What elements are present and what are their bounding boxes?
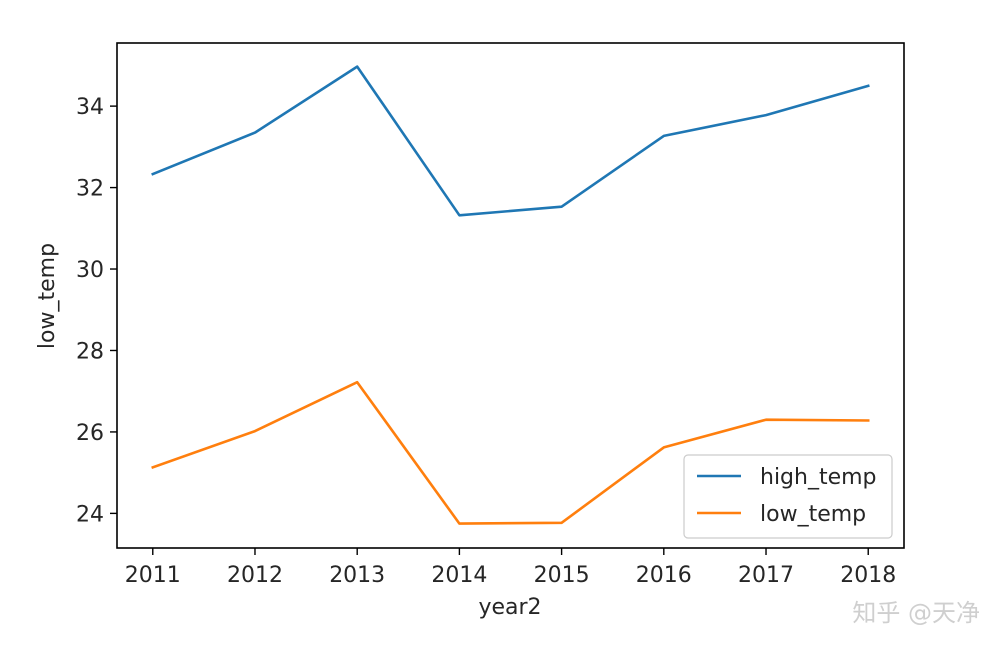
y-tick-label: 26 xyxy=(76,421,104,446)
y-axis: 24 26 28 30 32 34 xyxy=(76,95,117,527)
y-tick-label: 24 xyxy=(76,502,104,527)
x-tick-label: 2017 xyxy=(738,563,794,588)
x-tick-label: 2014 xyxy=(431,563,487,588)
y-tick-label: 34 xyxy=(76,95,104,120)
y-tick-label: 32 xyxy=(76,177,104,202)
legend-label-high_temp: high_temp xyxy=(760,465,877,490)
y-axis-label: low_temp xyxy=(35,243,60,349)
plot-frame xyxy=(116,42,905,549)
y-tick-label: 28 xyxy=(76,339,104,364)
x-tick-label: 2015 xyxy=(534,563,590,588)
x-tick-label: 2012 xyxy=(227,563,283,588)
legend-label-low_temp: low_temp xyxy=(760,502,866,527)
watermark: 知乎 @天净 xyxy=(852,599,980,627)
x-axis: 2011 2012 2013 2014 2015 2016 2017 2018 xyxy=(125,548,896,588)
legend: high_temp low_temp xyxy=(683,454,893,539)
x-tick-label: 2016 xyxy=(636,563,692,588)
x-axis-label: year2 xyxy=(478,595,541,620)
series-line-low_temp xyxy=(151,380,870,525)
series-layer xyxy=(151,65,870,525)
x-tick-label: 2013 xyxy=(329,563,385,588)
x-tick-label: 2018 xyxy=(840,563,896,588)
y-tick-label: 30 xyxy=(76,258,104,283)
series-line-high_temp xyxy=(151,65,870,217)
x-tick-label: 2011 xyxy=(125,563,181,588)
